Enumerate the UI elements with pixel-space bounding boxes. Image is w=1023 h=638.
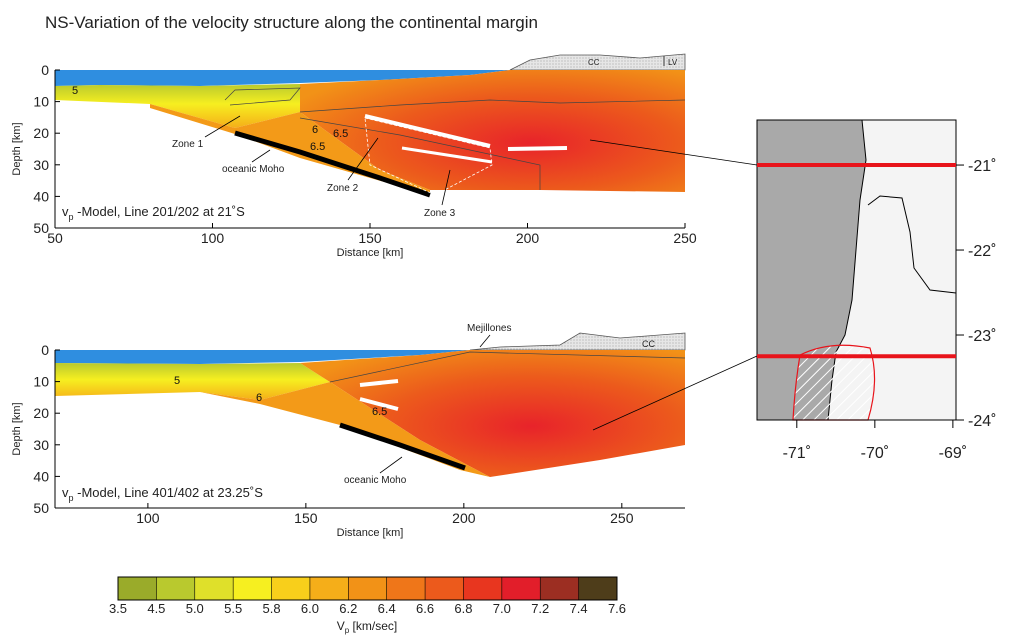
region-label: CC	[642, 339, 655, 349]
colorbar-segment	[272, 577, 311, 600]
zone-label: Zone 3	[424, 208, 456, 219]
y-axis-label: Depth [km]	[11, 122, 23, 175]
colorbar-tick-label: 6.0	[301, 601, 319, 616]
x-tick-label: 250	[610, 510, 634, 526]
colorbar-segment	[118, 577, 157, 600]
region-label: LV	[668, 58, 678, 67]
colorbar-tick-label: 7.4	[570, 601, 588, 616]
y-tick-label: -21˚	[968, 158, 996, 175]
y-tick-label: 40	[33, 188, 49, 204]
x-tick-label: -71˚	[783, 445, 811, 462]
contour-label: 6	[312, 124, 318, 136]
colorbar-segment	[310, 577, 349, 600]
x-axis-label: Distance [km]	[337, 247, 404, 259]
section-1: 5 6 6.5 6.5 Zone 1 Zone 2 Zone 3 oceanic…	[55, 54, 685, 222]
x-tick-label: -69˚	[939, 445, 967, 462]
colorbar-tick-label: 7.6	[608, 601, 626, 616]
y-tick-label: 0	[41, 62, 49, 78]
colorbar-label: Vp [km/sec]	[337, 619, 397, 635]
colorbar-tick-label: 3.5	[109, 601, 127, 616]
moho-label: oceanic Moho	[344, 475, 407, 486]
contour-label: 5	[72, 85, 78, 97]
y-tick-label: 20	[33, 405, 49, 421]
colorbar-segment	[579, 577, 618, 600]
colorbar-segment	[195, 577, 234, 600]
x-tick-label: 150	[294, 510, 318, 526]
colorbar: 3.5 4.5 5.0 5.5 5.8 6.0 6.2 6.4 6.6 6.8 7.0 7.2 7.4 7…	[109, 577, 626, 616]
colorbar-tick-label: 5.0	[186, 601, 204, 616]
colorbar-segment	[502, 577, 541, 600]
figure: NS-Variation of the velocity structure a…	[0, 0, 1023, 638]
y-tick-label: 50	[33, 500, 49, 516]
y-tick-label: 20	[33, 125, 49, 141]
y-tick-label: 50	[33, 220, 49, 236]
y-axis-label: Depth [km]	[11, 402, 23, 455]
colorbar-segment	[463, 577, 502, 600]
caption: vp -Model, Line 401/402 at 23.25˚S	[62, 485, 263, 503]
page: {"title": "NS-Variation of the velocity …	[0, 0, 1023, 638]
contour-label: 6.5	[372, 406, 387, 418]
caption-text: -Model, Line 401/402 at 23.25˚S	[74, 485, 264, 500]
figure-title: NS-Variation of the velocity structure a…	[45, 13, 538, 32]
colorbar-segment	[348, 577, 387, 600]
zone-label: Zone 2	[327, 183, 359, 194]
colorbar-tick-label: 5.5	[224, 601, 242, 616]
caption-text: -Model, Line 201/202 at 21˚S	[74, 204, 246, 219]
section-2: 5 6 6.5 oceanic Moho Mejillones CC vp -M…	[55, 323, 685, 503]
x-tick-label: 150	[358, 230, 382, 246]
zone-marker	[508, 148, 567, 149]
y-tick-label: 30	[33, 437, 49, 453]
colorbar-tick-label: 7.2	[531, 601, 549, 616]
colorbar-segment	[156, 577, 195, 600]
contour-label: 6	[256, 392, 262, 404]
colorbar-segment	[425, 577, 464, 600]
colorbar-tick-label: 6.8	[454, 601, 472, 616]
arrow	[252, 150, 270, 162]
y-tick-label: 40	[33, 468, 49, 484]
colorbar-segment	[233, 577, 272, 600]
colorbar-tick-label: 6.4	[378, 601, 396, 616]
x-tick-label: 100	[201, 230, 225, 246]
colorbar-tick-label: 6.6	[416, 601, 434, 616]
y-tick-label: 30	[33, 157, 49, 173]
x-tick-label: 200	[452, 510, 476, 526]
y-tick-label: 0	[41, 342, 49, 358]
caption: vp -Model, Line 201/202 at 21˚S	[62, 204, 245, 222]
x-tick-label: 100	[136, 510, 160, 526]
x-axis-label: Distance [km]	[337, 527, 404, 539]
colorbar-tick-label: 6.2	[339, 601, 357, 616]
contour-label: 6.5	[333, 128, 348, 140]
arrow	[480, 335, 490, 347]
zone-label: Zone 1	[172, 139, 204, 150]
region-label: CC	[588, 58, 600, 67]
x-tick-label: 250	[673, 230, 697, 246]
label-text: [km/sec]	[349, 619, 397, 633]
y-tick-label: 10	[33, 94, 49, 110]
contour-label: 5	[174, 375, 180, 387]
x-tick-label: -70˚	[861, 445, 889, 462]
x-tick-label: 50	[47, 230, 63, 246]
colorbar-segment	[387, 577, 426, 600]
moho-label: oceanic Moho	[222, 164, 285, 175]
y-tick-label: -24˚	[968, 413, 996, 430]
x-tick-label: 200	[516, 230, 540, 246]
colorbar-tick-label: 7.0	[493, 601, 511, 616]
place-label: Mejillones	[467, 323, 511, 334]
arrow	[380, 457, 402, 473]
label-symbol: V	[337, 619, 345, 633]
y-tick-label: -23˚	[968, 328, 996, 345]
colorbar-tick-label: 5.8	[262, 601, 280, 616]
y-tick-label: 10	[33, 374, 49, 390]
colorbar-segment	[540, 577, 579, 600]
colorbar-tick-label: 4.5	[147, 601, 165, 616]
contour-label: 6.5	[310, 141, 325, 153]
y-tick-label: -22˚	[968, 243, 996, 260]
